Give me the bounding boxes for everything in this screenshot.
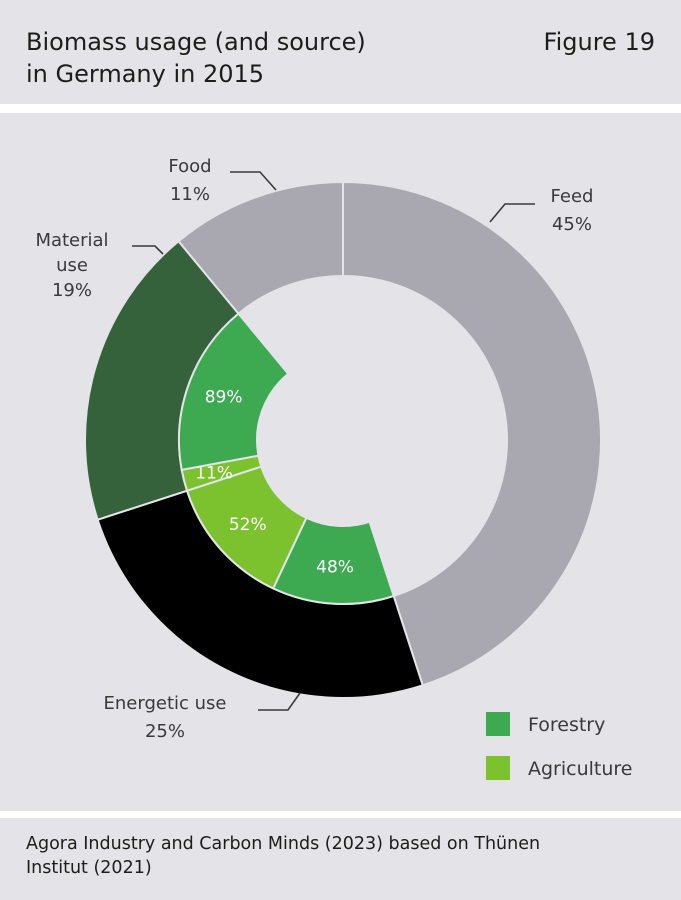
name-label-energetic-use-1: Energetic use — [104, 693, 227, 714]
legend-swatch-forestry — [486, 712, 510, 736]
name-label-material-use-2: use — [56, 255, 88, 276]
value-label-material-use: 19% — [52, 280, 92, 301]
value-label-food: 11% — [170, 184, 210, 205]
chart-labels: 48% 52% 11% 89% Feed 45% Energetic use 25% Mater… — [35, 156, 593, 742]
leader-line-material-use — [132, 245, 164, 255]
leader-line-food — [230, 171, 277, 191]
inner-label-energetic-use-forestry: 48% — [316, 558, 354, 578]
legend-swatch-agriculture — [486, 756, 510, 780]
inner-label-material-use-forestry: 89% — [205, 388, 243, 408]
figure-number: Figure 19 — [543, 28, 655, 56]
inner-slice-material-use-forestry — [178, 312, 290, 471]
outer-slice-feed — [342, 180, 602, 687]
legend: Forestry Agriculture — [486, 712, 633, 780]
footer-panel: Agora Industry and Carbon Minds (2023) b… — [0, 818, 681, 900]
leader-line-feed — [489, 203, 535, 223]
header-panel: Biomass usage (and source) in Germany in… — [0, 0, 681, 104]
title-line-2: in Germany in 2015 — [26, 60, 265, 88]
outer-slice-food — [177, 180, 344, 316]
name-label-food-1: Food — [168, 156, 211, 177]
legend-label-forestry: Forestry — [528, 714, 605, 736]
title-line-1: Biomass usage (and source) — [26, 28, 366, 56]
chart-title: Biomass usage (and source) in Germany in… — [26, 26, 446, 90]
inner-ring — [178, 312, 395, 605]
value-label-energetic-use: 25% — [145, 721, 185, 742]
leader-line-energetic-use — [258, 692, 301, 711]
value-label-feed: 45% — [552, 214, 592, 235]
name-label-feed-1: Feed — [551, 186, 594, 207]
source-line-1: Agora Industry and Carbon Minds (2023) b… — [26, 834, 541, 854]
outer-ring — [84, 180, 602, 699]
source-line-2: Institut (2021) — [26, 858, 152, 878]
legend-label-agriculture: Agriculture — [528, 758, 633, 780]
inner-label-energetic-use-agriculture: 52% — [229, 515, 267, 535]
source-note: Agora Industry and Carbon Minds (2023) b… — [26, 832, 646, 880]
name-label-material-use-1: Material — [35, 230, 108, 251]
inner-label-material-use-agriculture: 11% — [195, 464, 233, 484]
